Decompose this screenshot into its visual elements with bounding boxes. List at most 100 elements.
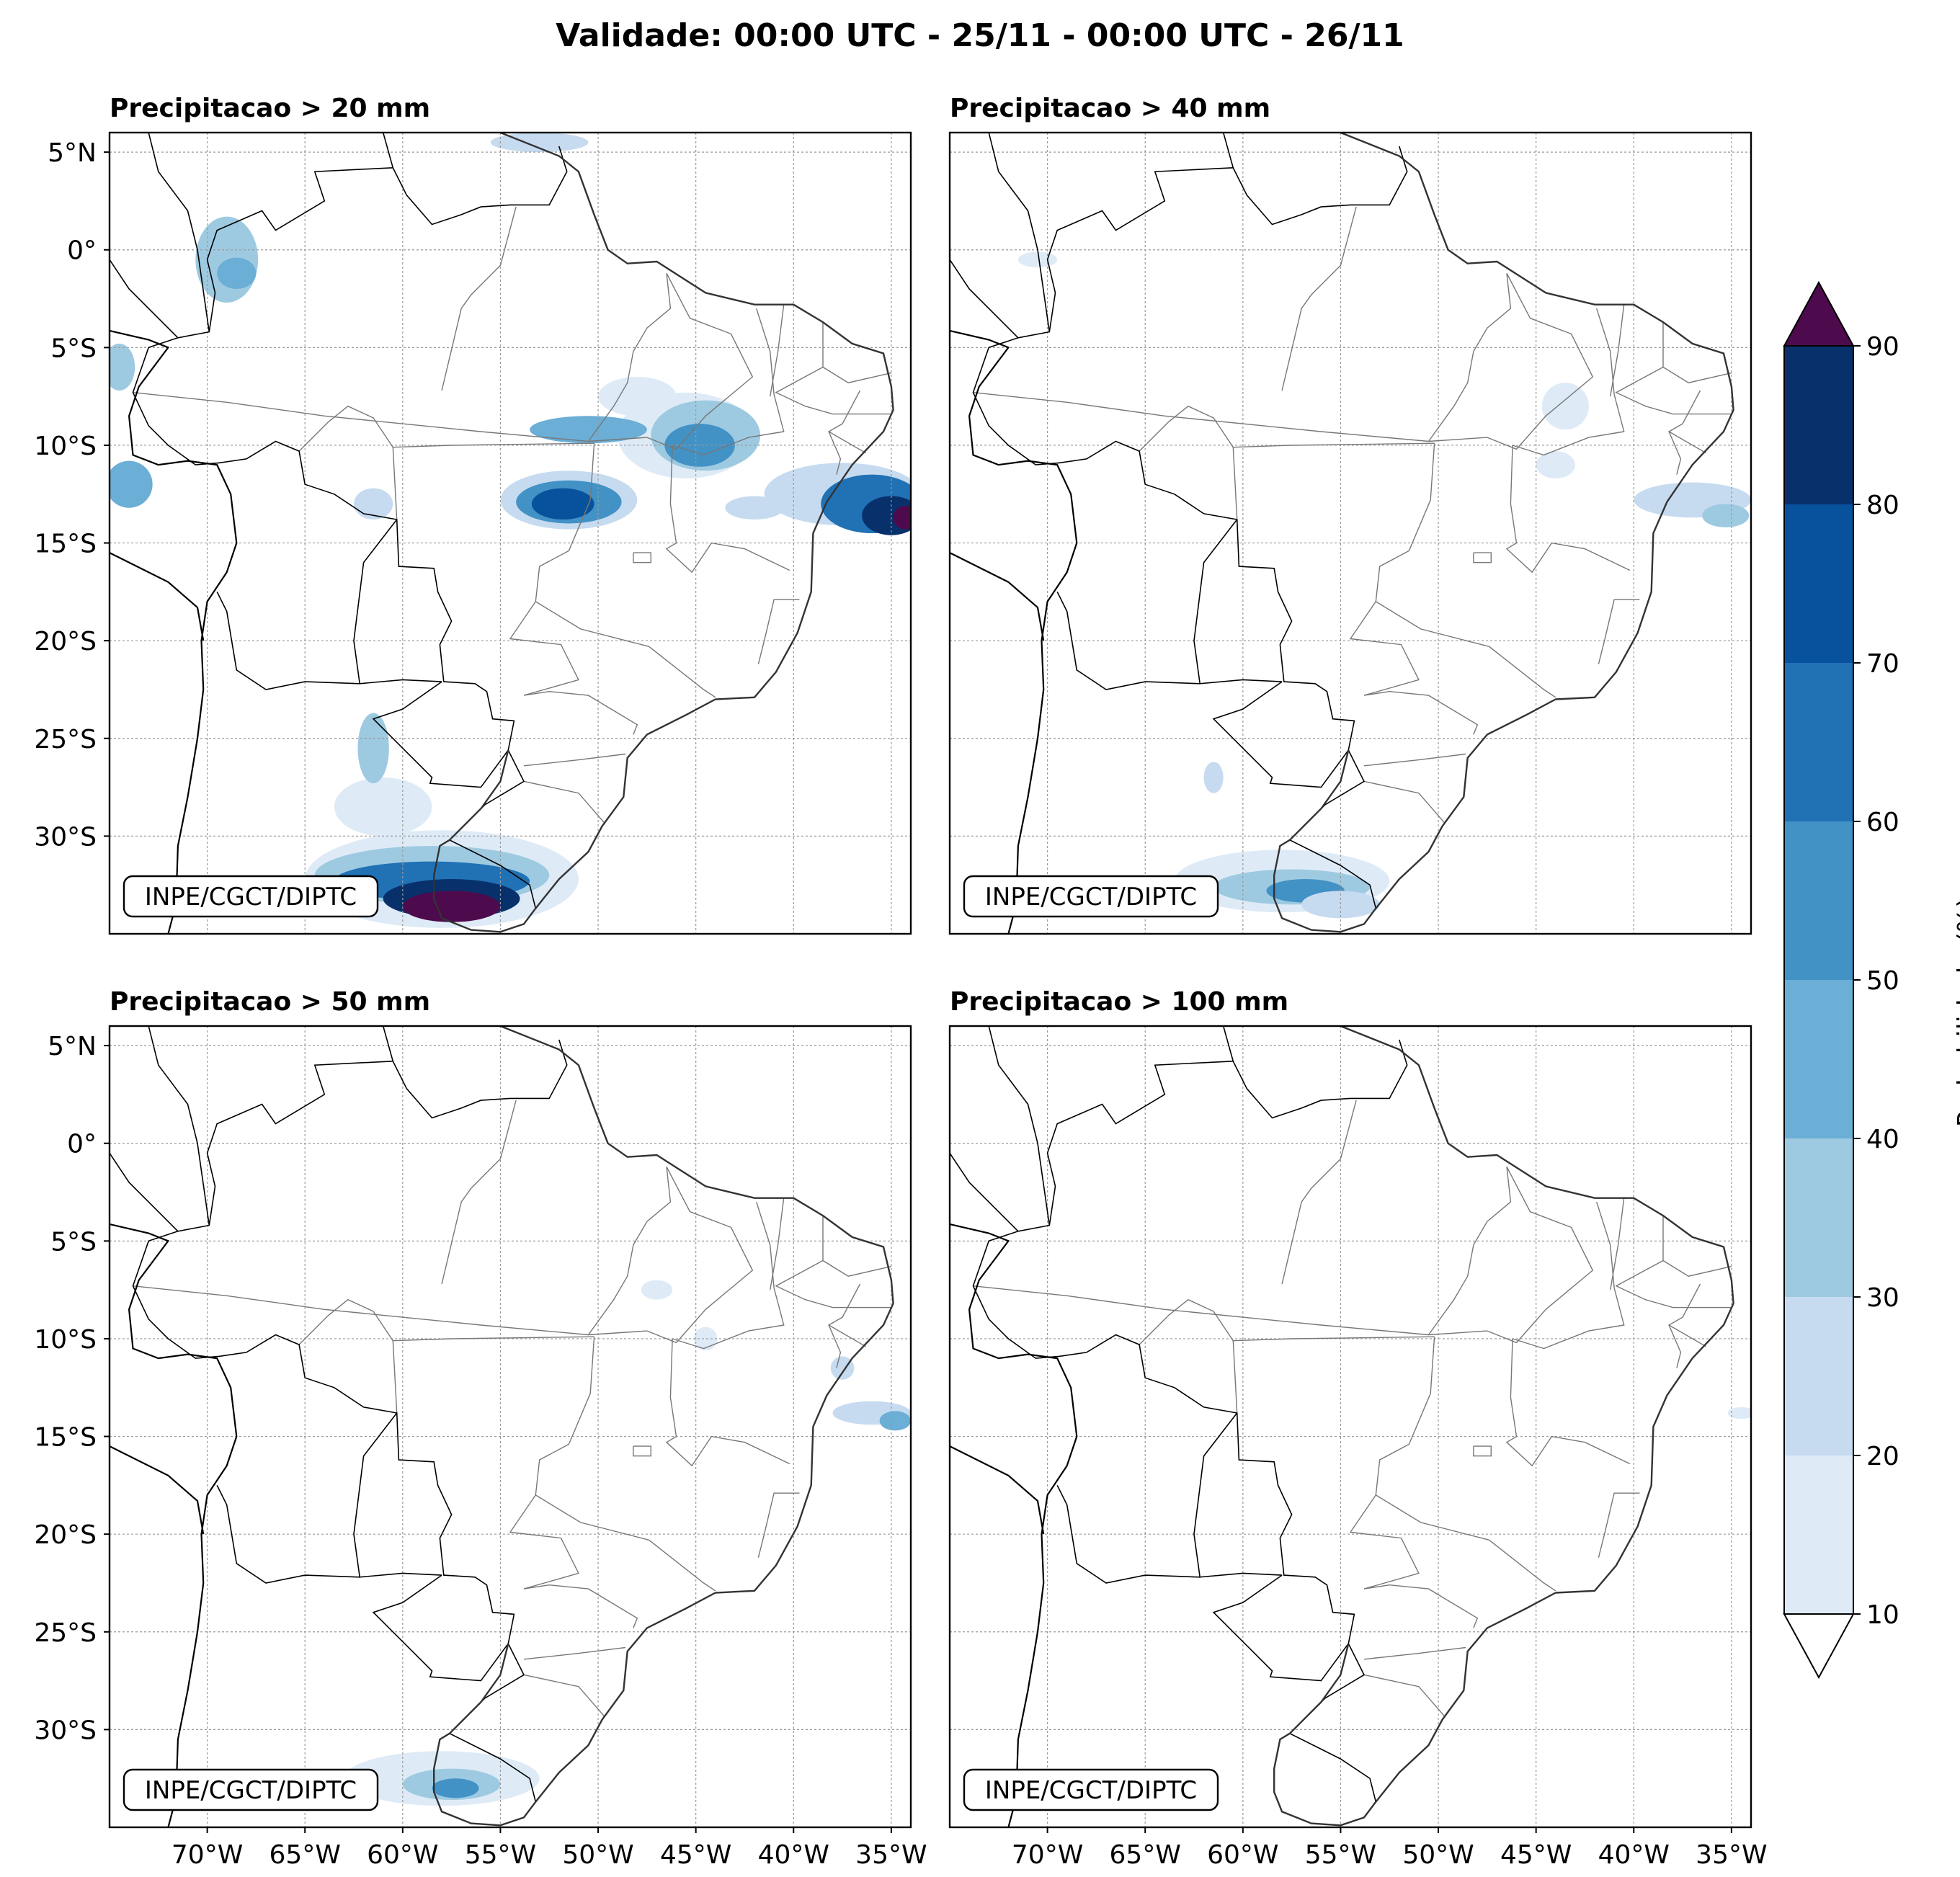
map-frame <box>108 1025 912 1829</box>
panel-title: Precipitacao > 100 mm <box>950 987 1288 1017</box>
country-border <box>1056 592 1200 690</box>
state-border <box>1662 1216 1732 1277</box>
colorbar-segment <box>1784 663 1853 821</box>
state-border <box>1668 1324 1682 1368</box>
map-content <box>950 133 1751 934</box>
state-border <box>298 405 398 520</box>
country-borders <box>950 1026 1408 1802</box>
country-border <box>353 1412 442 1578</box>
lon-tick-label: 35°W <box>855 1840 927 1870</box>
lat-tick-label: 10°S <box>34 432 97 461</box>
state-border <box>1489 646 1556 698</box>
gridlines <box>110 133 911 934</box>
probability-contour <box>217 257 257 289</box>
state-border <box>827 390 866 454</box>
pacific-coastline <box>110 1445 205 1535</box>
state-border <box>523 1584 638 1628</box>
state-border <box>665 445 790 574</box>
lat-tick-label: 5°N <box>48 138 97 168</box>
lon-tick-label: 70°W <box>1012 1840 1083 1870</box>
state-border <box>1427 273 1512 442</box>
probability-contour <box>531 488 594 520</box>
probability-contour <box>598 377 677 416</box>
probability-contour <box>432 1778 479 1798</box>
probability-contour <box>1541 383 1589 430</box>
colorbar-tick-label: 30 <box>1866 1283 1899 1313</box>
probability-contour <box>879 1411 911 1431</box>
state-border <box>1610 304 1625 397</box>
colorbar-under-arrow <box>1783 1613 1855 1680</box>
country-border <box>1212 681 1349 788</box>
map-frame <box>948 1025 1752 1829</box>
state-border <box>587 273 672 442</box>
country-border <box>353 519 442 685</box>
state-border <box>1363 690 1479 735</box>
country-border <box>110 1152 179 1232</box>
colorbar-segment <box>1784 1455 1853 1614</box>
state-border <box>441 206 517 391</box>
state-border <box>535 443 649 647</box>
map-content <box>110 1026 911 1827</box>
state-border <box>1375 1337 1489 1541</box>
state-border <box>1281 206 1357 391</box>
probability-contour <box>1017 251 1058 268</box>
pacific-coastline <box>110 1153 238 1827</box>
state-border <box>1139 1298 1238 1414</box>
state-border <box>523 753 626 767</box>
state-border <box>757 1492 800 1558</box>
state-border <box>633 1445 651 1457</box>
lon-tick-label: 50°W <box>562 1840 633 1870</box>
state-border <box>649 1539 716 1592</box>
probability-contour <box>725 496 784 520</box>
colorbar-segment <box>1784 821 1853 980</box>
state-border <box>1233 1336 1435 1342</box>
country-border <box>148 133 210 332</box>
country-border <box>972 1061 1377 1802</box>
lat-tick-label: 5°S <box>50 1227 97 1257</box>
lon-tick-label: 40°W <box>1598 1840 1670 1870</box>
probability-contour <box>110 343 135 391</box>
credit-box <box>963 875 1219 918</box>
panel-title: Precipitacao > 50 mm <box>110 987 430 1017</box>
state-border <box>1363 1646 1466 1660</box>
state-border <box>827 1283 866 1347</box>
state-border <box>1363 753 1466 767</box>
colorbar-segment <box>1784 1138 1853 1297</box>
lat-tick-label: 10°S <box>34 1325 97 1355</box>
map-background <box>950 133 1751 934</box>
lon-tick-label: 65°W <box>1110 1840 1181 1870</box>
state-border <box>1512 1201 1625 1350</box>
country-border <box>1212 1574 1349 1682</box>
colorbar-over-arrow <box>1783 280 1855 347</box>
country-border <box>950 1152 1019 1232</box>
map-background <box>950 1026 1751 1827</box>
state-border <box>649 646 716 698</box>
probability-contour <box>490 133 589 153</box>
probability-contour <box>1727 1406 1751 1419</box>
pacific-coastline <box>950 1153 1078 1827</box>
lon-tick-label: 55°W <box>465 1840 536 1870</box>
country-border <box>148 1026 210 1226</box>
colorbar-tick-label: 20 <box>1866 1442 1899 1471</box>
state-border <box>523 780 605 823</box>
country-border <box>972 167 1377 909</box>
state-border <box>822 322 892 383</box>
state-border <box>672 1201 785 1350</box>
state-border <box>535 1337 649 1541</box>
lat-tick-label: 5°S <box>50 334 97 363</box>
colorbar-label: Probabilidade (%) <box>1953 898 1960 1128</box>
credit-box <box>122 875 379 918</box>
lon-tick-label: 60°W <box>367 1840 438 1870</box>
coastline <box>433 1026 894 1827</box>
state-border <box>1615 1259 1732 1308</box>
pacific-coastline <box>110 552 205 641</box>
country-borders <box>110 133 568 909</box>
gridlines <box>950 1026 1751 1827</box>
coastline <box>1273 133 1734 933</box>
probability-contour <box>1203 762 1224 793</box>
state-borders <box>973 206 1732 823</box>
lat-tick-label: 0° <box>67 1130 97 1159</box>
lat-tick-label: 5°N <box>48 1032 97 1061</box>
state-border <box>393 442 594 448</box>
